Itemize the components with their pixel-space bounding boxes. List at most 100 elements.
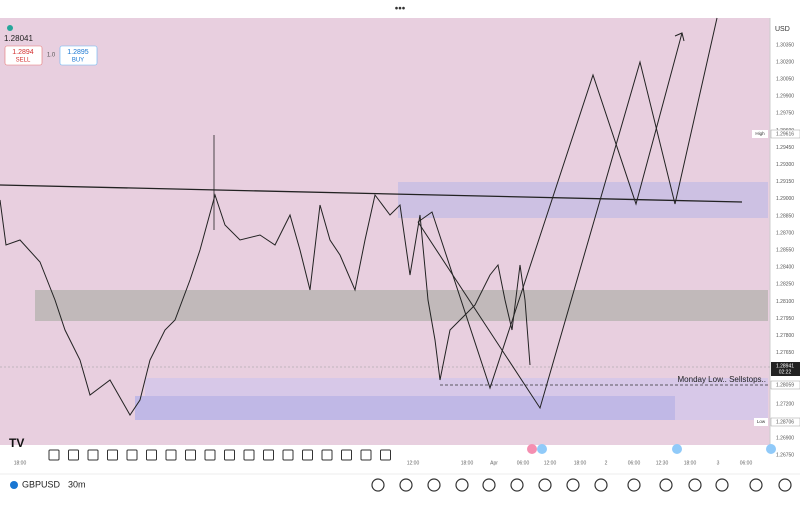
- price-label: 1.26750: [776, 453, 794, 459]
- price-label: 1.27950: [776, 316, 794, 322]
- drawing-tool[interactable]: [48, 449, 60, 461]
- price-label: 1.28850: [776, 213, 794, 219]
- monday-low-price: 1.28059: [776, 382, 794, 388]
- drawing-tool[interactable]: [204, 449, 216, 461]
- low-price: 1.28706: [776, 419, 794, 425]
- high-tag: High: [755, 131, 765, 136]
- drawing-tool[interactable]: [126, 449, 138, 461]
- toolbar-button[interactable]: [399, 478, 413, 492]
- toolbar-button[interactable]: [627, 478, 641, 492]
- drawing-tool[interactable]: [282, 449, 294, 461]
- time-label: 06:00: [740, 460, 753, 466]
- currency[interactable]: USD: [775, 26, 790, 33]
- sell-label: SELL: [16, 58, 31, 64]
- price-series: [0, 193, 531, 416]
- high-price-bg: [770, 129, 800, 139]
- price-label: 1.27800: [776, 333, 794, 339]
- symbol[interactable]: GBPUSD: [22, 479, 61, 489]
- drawing-tool[interactable]: [185, 449, 196, 461]
- price-label: 1.28550: [776, 248, 794, 254]
- low-price-bg: [770, 417, 800, 427]
- current-price: 1.28941: [776, 363, 794, 369]
- drawing-tool[interactable]: [302, 449, 313, 461]
- buy-label: BUY: [72, 58, 84, 64]
- event-icon[interactable]: [537, 444, 547, 454]
- event-icon[interactable]: [672, 444, 682, 454]
- toolbar-button[interactable]: [566, 478, 580, 492]
- drawing-tool[interactable]: [68, 449, 79, 461]
- time-label: 12:30: [656, 460, 669, 466]
- price-label: 1.28100: [776, 299, 794, 305]
- interval[interactable]: 30m: [68, 479, 86, 489]
- demand-zone-inner: [135, 396, 675, 420]
- drawing-tool[interactable]: [321, 449, 333, 461]
- time-label: 12:00: [544, 460, 557, 466]
- toolbar-button[interactable]: [688, 478, 702, 492]
- event-icon[interactable]: [766, 444, 776, 454]
- top-bar: [0, 0, 800, 18]
- toolbar-button[interactable]: [594, 478, 608, 492]
- price-label: 1.29000: [776, 196, 794, 202]
- toolbar-button[interactable]: [715, 478, 729, 492]
- spread: 1.0: [47, 53, 56, 59]
- price-label: 1.26900: [776, 436, 794, 442]
- drawing-tool[interactable]: [146, 449, 157, 461]
- low-tag: Low: [757, 419, 766, 424]
- countdown: 02:22: [779, 369, 792, 375]
- price-label: 1.30050: [776, 77, 794, 83]
- logo: TV: [9, 436, 24, 450]
- sell-button[interactable]: [4, 45, 43, 66]
- drawing-tool[interactable]: [341, 449, 352, 461]
- supply-zone: [398, 182, 768, 218]
- toolbar-button[interactable]: [371, 478, 385, 492]
- high-price: 1.29616: [776, 131, 794, 137]
- drawing-tool[interactable]: [224, 449, 235, 461]
- chart-area: [0, 18, 770, 445]
- toolbar-button[interactable]: [455, 478, 469, 492]
- time-label: 06:00: [517, 460, 530, 466]
- toolbar-button[interactable]: [538, 478, 552, 492]
- event-icon[interactable]: [527, 444, 537, 454]
- annotation: Monday Low.. Sellstops..: [678, 375, 767, 384]
- toolbar-button[interactable]: [510, 478, 524, 492]
- buy-price: 1.2895: [67, 49, 89, 56]
- price-label: 1.29300: [776, 162, 794, 168]
- time-label: 18:00: [14, 460, 27, 466]
- price-label: 1.28700: [776, 230, 794, 236]
- drawing-tool[interactable]: [360, 449, 372, 461]
- high-tag-bg: [752, 130, 768, 138]
- drawing-tool[interactable]: [263, 449, 274, 461]
- toolbar-button[interactable]: [749, 478, 763, 492]
- last-price: 1.28041: [4, 34, 33, 43]
- toolbar-button[interactable]: [778, 478, 792, 492]
- drawing-tool[interactable]: [87, 449, 99, 461]
- trend-line: [0, 184, 743, 203]
- toolbar-button[interactable]: [427, 478, 441, 492]
- buy-button[interactable]: [59, 45, 98, 66]
- drawing-tool[interactable]: [165, 449, 177, 461]
- price-label: 1.29900: [776, 94, 794, 100]
- drawing-toolbar: [35, 445, 403, 467]
- drawing-tool[interactable]: [380, 449, 391, 461]
- sell-price: 1.2894: [12, 49, 34, 56]
- menu-dots[interactable]: •••: [395, 4, 406, 15]
- drawing-tool[interactable]: [243, 449, 255, 461]
- low-tag-bg: [754, 418, 768, 426]
- price-label: 1.27650: [776, 350, 794, 356]
- time-label: 18:00: [461, 460, 474, 466]
- time-label: 12:00: [407, 460, 420, 466]
- toolbar-button[interactable]: [482, 478, 496, 492]
- price-label: 1.27200: [776, 401, 794, 407]
- time-label: 2: [605, 460, 608, 466]
- toolbar-button[interactable]: [659, 478, 673, 492]
- monday-low-bg: [770, 380, 800, 390]
- price-label: 1.30350: [776, 42, 794, 48]
- arrow-head: [674, 32, 685, 42]
- projection-path: [417, 32, 683, 390]
- price-label: 1.28400: [776, 265, 794, 271]
- price-label: 1.29150: [776, 179, 794, 185]
- time-label: 06:00: [628, 460, 641, 466]
- time-label: Apr: [490, 460, 498, 466]
- drawing-tool[interactable]: [107, 449, 118, 461]
